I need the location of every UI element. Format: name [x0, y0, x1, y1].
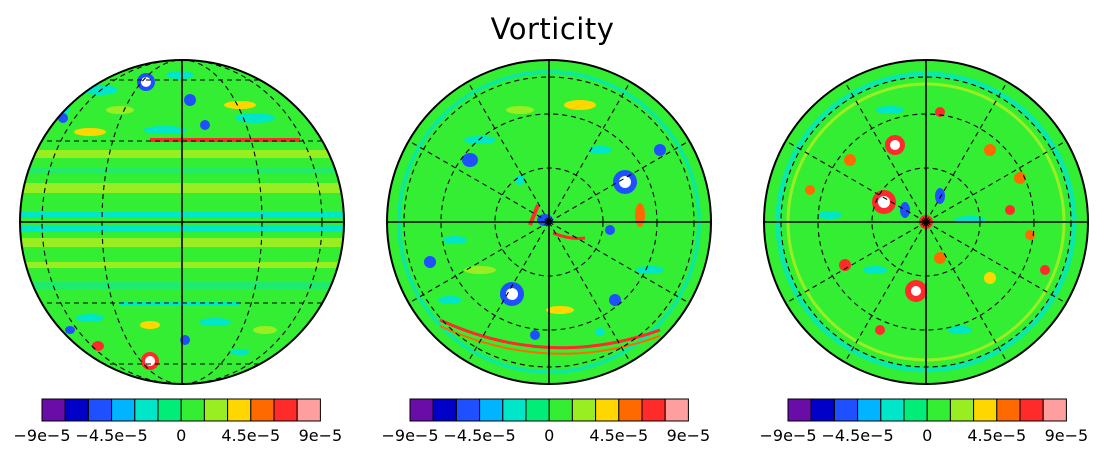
colorbar-tick-label: −4.5e−5	[75, 426, 147, 445]
globe-north-polar	[386, 59, 712, 385]
colorbar-swatch	[903, 398, 928, 422]
colorbar-swatch	[880, 398, 905, 422]
globe-outline	[763, 59, 1089, 385]
colorbar-swatch	[157, 398, 182, 422]
globe-outline	[386, 59, 712, 385]
colorbar-swatch	[926, 398, 951, 422]
vorticity-field	[387, 60, 711, 384]
colorbar-swatch	[250, 398, 275, 422]
colorbar-swatch	[273, 398, 298, 422]
colorbar-south-polar: −9e−5 −4.5e−5 0 4.5e−5 9e−5	[759, 398, 1089, 445]
colorbar-swatch	[525, 398, 550, 422]
colorbar-swatch	[479, 398, 504, 422]
colorbar-tick-label: 9e−5	[1045, 426, 1089, 445]
colorbar-tick-label: 0	[922, 426, 932, 445]
globe-outline	[19, 59, 345, 385]
colorbar-swatch	[111, 398, 136, 422]
colorbar-swatch	[1019, 398, 1044, 422]
colorbar-swatch	[1042, 398, 1067, 422]
colorbar-swatch	[595, 398, 620, 422]
colorbar-swatch	[41, 398, 66, 422]
colorbar-swatch	[87, 398, 113, 422]
colorbar-swatch	[641, 398, 666, 422]
globe-equatorial	[19, 59, 345, 385]
colorbar-tick-label: 9e−5	[667, 426, 711, 445]
colorbar-tick-label: −9e−5	[381, 426, 438, 445]
colorbar-swatch	[949, 398, 975, 422]
colorbar-swatch	[502, 398, 527, 422]
colorbar-tick-label: −4.5e−5	[443, 426, 515, 445]
vorticity-field	[764, 60, 1088, 384]
colorbar-swatch	[296, 398, 321, 422]
colorbar-tick-label: −4.5e−5	[821, 426, 893, 445]
colorbar-swatch	[857, 398, 882, 422]
colorbar-tick-label: 4.5e−5	[221, 426, 280, 445]
colorbar-swatch	[203, 398, 229, 422]
colorbar-swatch	[810, 398, 835, 422]
colorbar-tick-label: −9e−5	[13, 426, 70, 445]
colorbar-tick-label: −9e−5	[759, 426, 816, 445]
colorbar-swatch	[618, 398, 643, 422]
colorbar-swatch	[973, 398, 998, 422]
colorbar-swatch	[996, 398, 1021, 422]
colorbar-north-polar: −9e−5 −4.5e−5 0 4.5e−5 9e−5	[381, 398, 711, 445]
colorbar-tick-label: 0	[176, 426, 186, 445]
colorbar-tick-label: 9e−5	[299, 426, 343, 445]
colorbar-equatorial: −9e−5 −4.5e−5 0 4.5e−5 9e−5	[13, 398, 343, 445]
colorbar-swatch	[833, 398, 859, 422]
colorbar-tick-label: 4.5e−5	[589, 426, 648, 445]
colorbar-swatch	[64, 398, 89, 422]
colorbar-swatch	[664, 398, 689, 422]
colorbar-swatch	[134, 398, 159, 422]
figure-title: Vorticity	[490, 12, 615, 46]
globe-south-polar	[763, 59, 1089, 385]
colorbar-swatch	[548, 398, 573, 422]
colorbar-swatch	[409, 398, 434, 422]
colorbar-swatch	[571, 398, 597, 422]
colorbar-swatch	[787, 398, 812, 422]
colorbar-swatch	[227, 398, 252, 422]
colorbar-swatch	[180, 398, 205, 422]
colorbar-tick-label: 4.5e−5	[967, 426, 1026, 445]
colorbar-swatch	[455, 398, 481, 422]
colorbar-swatch	[432, 398, 457, 422]
colorbar-tick-label: 0	[544, 426, 554, 445]
